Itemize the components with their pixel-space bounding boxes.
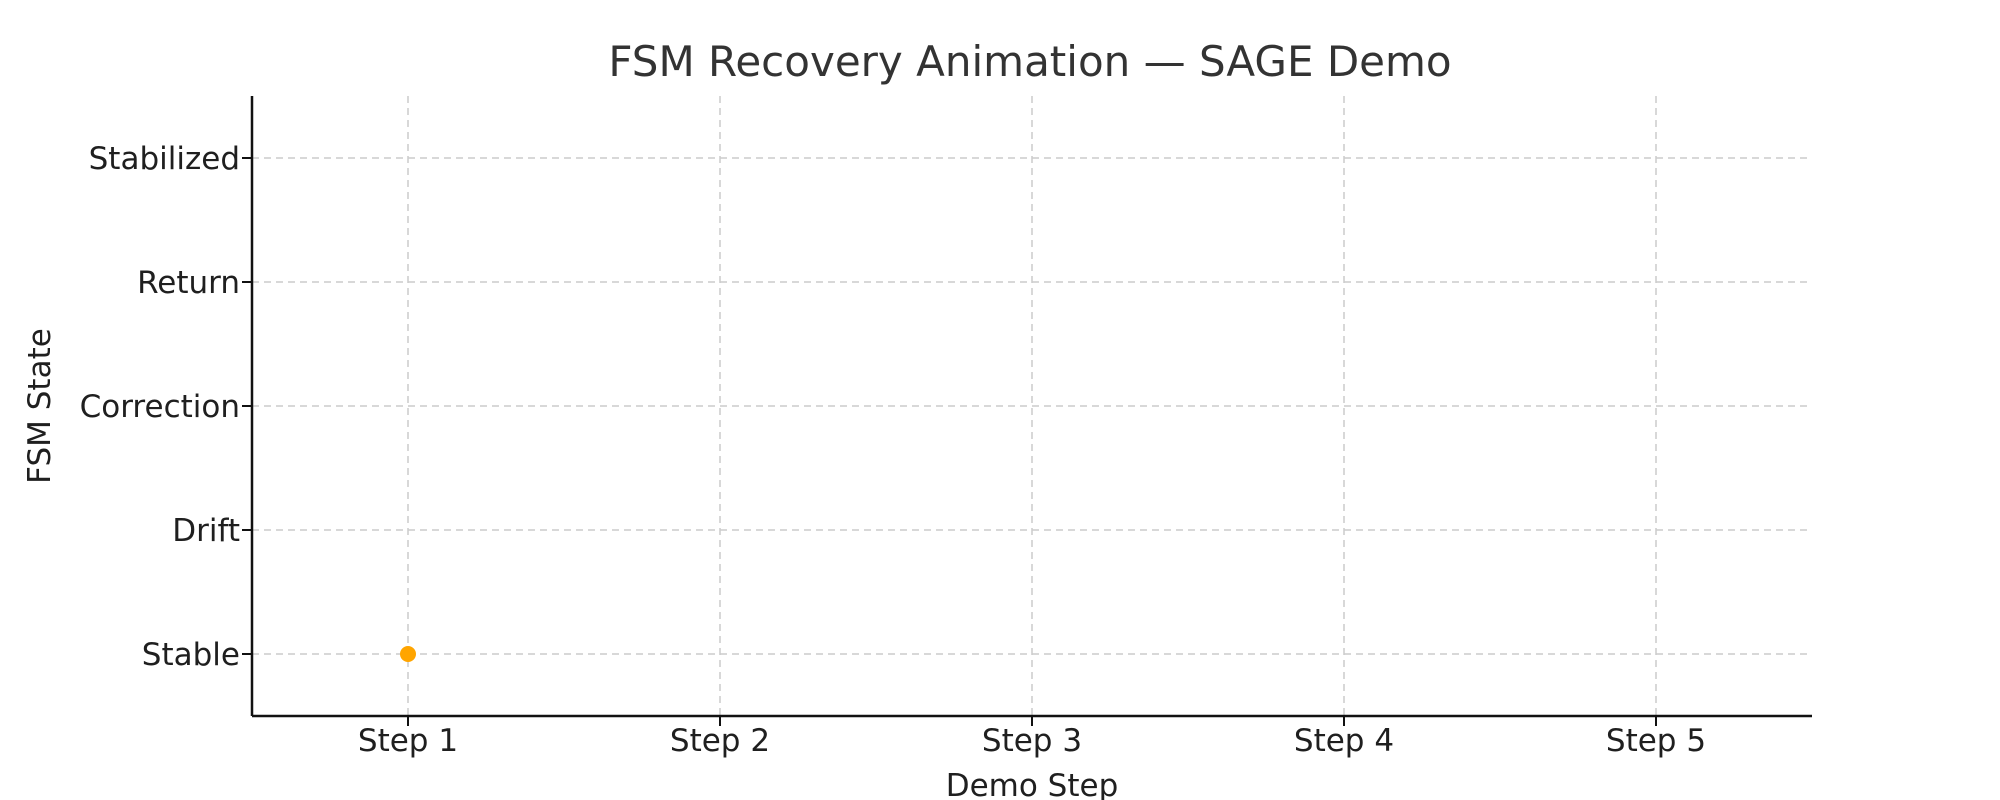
grid <box>252 96 1812 716</box>
y-axis-label: FSM State <box>22 328 58 484</box>
ticks: Step 1 Step 2 Step 3 Step 4 Step 5 Stable Drif… <box>80 141 1706 759</box>
x-tick-label: Step 4 <box>1294 723 1394 759</box>
x-tick-label: Step 3 <box>982 723 1082 759</box>
chart-title: FSM Recovery Animation — SAGE Demo <box>608 37 1451 86</box>
x-tick-label: Step 5 <box>1606 723 1706 759</box>
x-tick-label: Step 2 <box>670 723 770 759</box>
data-points <box>400 646 416 662</box>
x-axis-label: Demo Step <box>946 768 1119 800</box>
y-tick-label: Stable <box>142 637 240 673</box>
data-point <box>400 646 416 662</box>
y-tick-label: Return <box>137 265 240 301</box>
y-tick-label: Stabilized <box>89 141 240 177</box>
y-tick-label: Drift <box>172 513 240 549</box>
y-tick-label: Correction <box>80 389 240 425</box>
x-tick-label: Step 1 <box>358 723 458 759</box>
